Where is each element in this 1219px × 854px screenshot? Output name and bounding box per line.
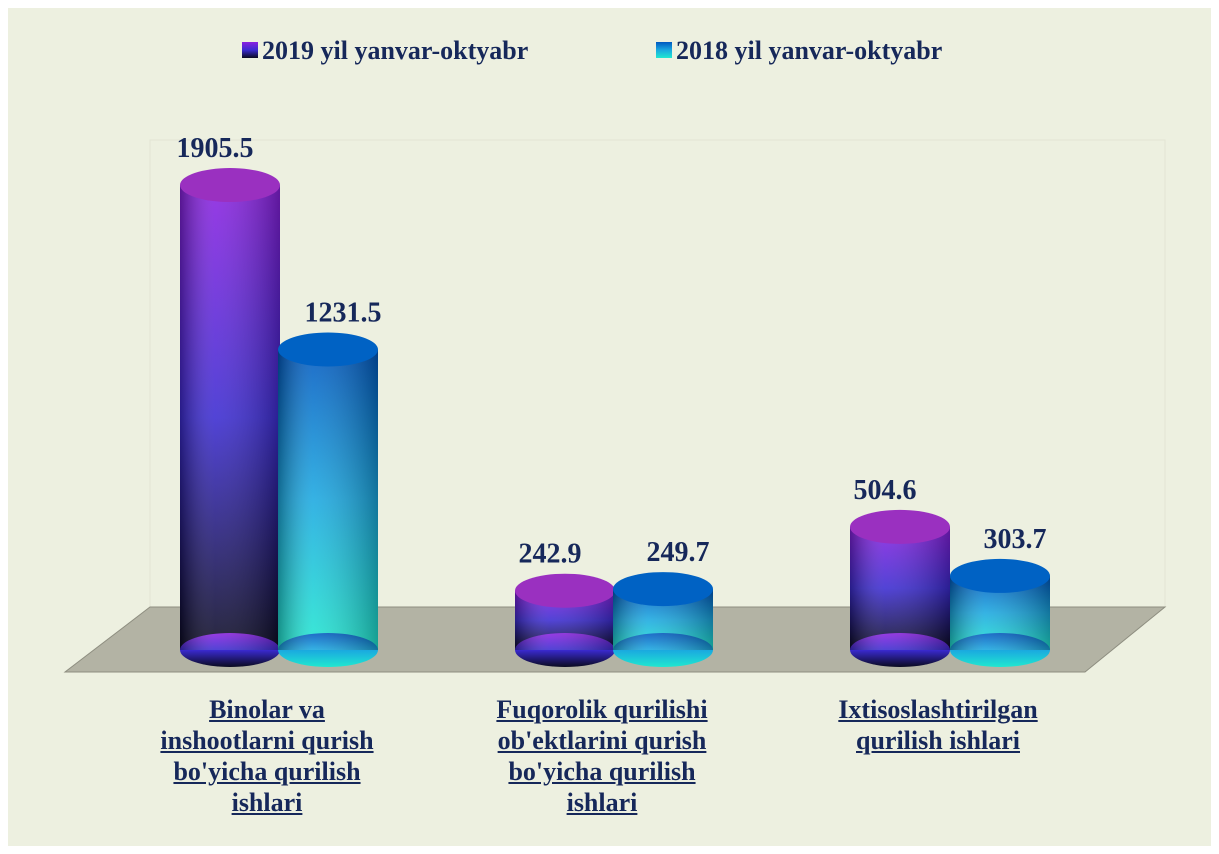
- bar: [180, 168, 280, 667]
- value-label: 249.7: [647, 537, 710, 568]
- legend-swatch: [242, 42, 258, 58]
- bar-top: [515, 573, 615, 608]
- value-label: 1231.5: [305, 298, 382, 329]
- bar: [515, 573, 615, 667]
- bar-top: [278, 332, 378, 367]
- bar-shade: [850, 526, 950, 650]
- category-label: Fuqorolik qurilishi ob'ektlarini qurish …: [496, 695, 708, 817]
- bar: [950, 558, 1050, 667]
- bar-shade: [278, 349, 378, 650]
- bar: [613, 572, 713, 667]
- legend-swatch: [656, 42, 672, 58]
- legend-label: 2018 yil yanvar-oktyabr: [676, 36, 942, 65]
- bar-top: [850, 509, 950, 544]
- bar-top: [950, 558, 1050, 593]
- value-label: 242.9: [519, 539, 582, 570]
- category-label: Ixtisoslashtirilgan qurilish ishlari: [838, 695, 1038, 755]
- bar-shade: [180, 185, 280, 651]
- category-label: Binolar va inshootlarni qurish bo'yicha …: [160, 695, 374, 817]
- bar-top: [613, 572, 713, 607]
- bar-top: [180, 168, 280, 203]
- legend-label: 2019 yil yanvar-oktyabr: [262, 36, 528, 65]
- value-label: 504.6: [854, 475, 917, 506]
- bar: [278, 332, 378, 667]
- value-label: 1905.5: [177, 133, 254, 164]
- bar: [850, 509, 950, 667]
- value-label: 303.7: [984, 524, 1047, 555]
